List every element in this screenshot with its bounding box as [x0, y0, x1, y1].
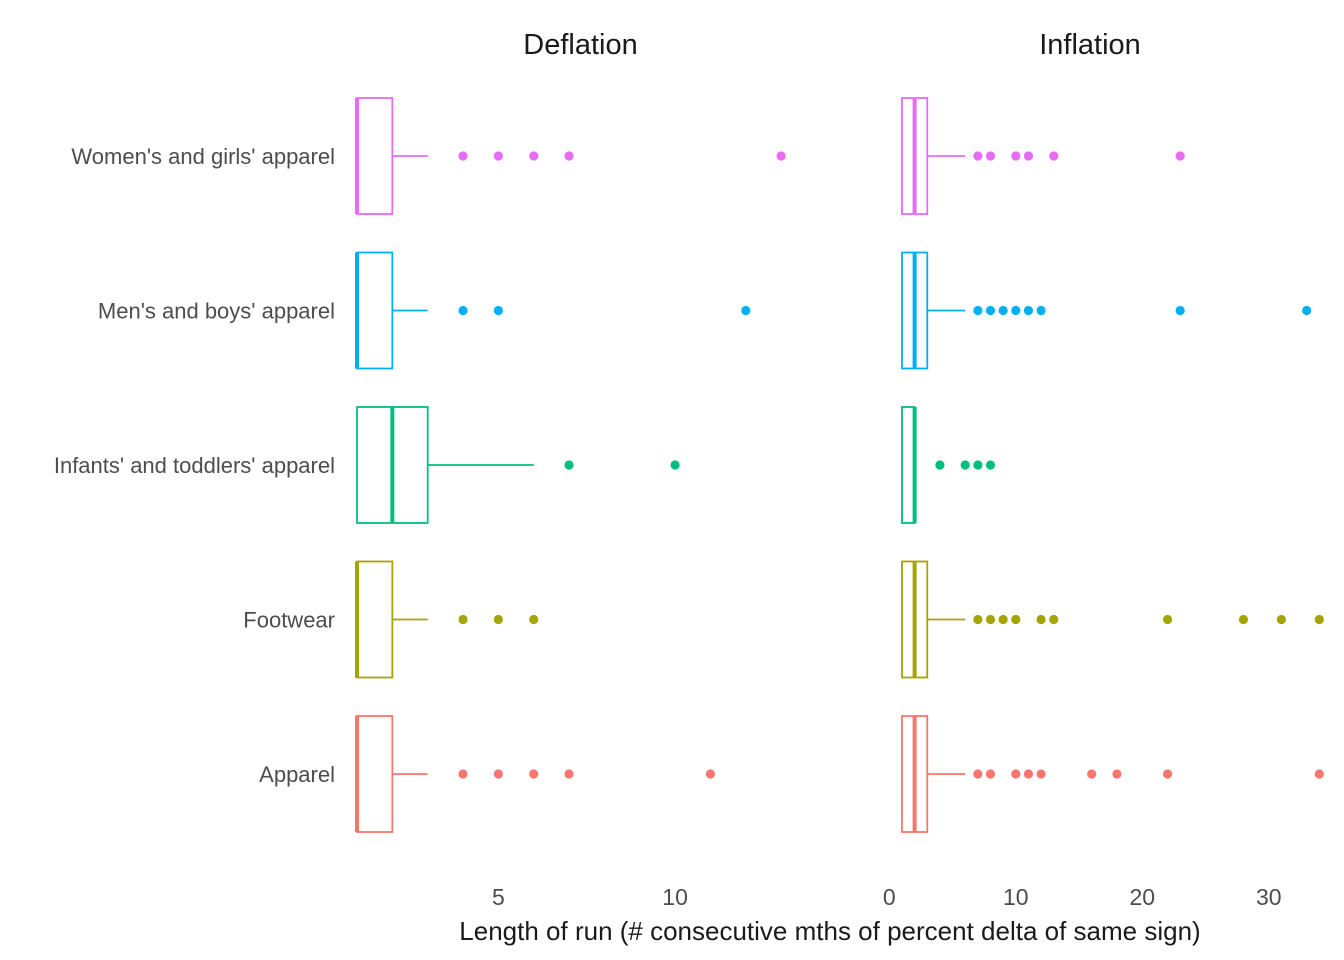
- outlier-point-infants-and-toddlers-apparel: [564, 460, 574, 470]
- box-apparel: [356, 715, 394, 833]
- outlier-point-women-s-and-girls-apparel: [493, 151, 503, 161]
- facet-title-deflation: Deflation: [523, 29, 637, 61]
- outlier-point-apparel: [985, 769, 996, 779]
- outlier-point-footwear: [1011, 614, 1021, 625]
- outlier-point-men-s-and-boys-apparel: [1023, 305, 1034, 316]
- outlier-point-apparel: [1011, 769, 1021, 779]
- outlier-point-infants-and-toddlers-apparel: [985, 460, 996, 470]
- outlier-point-men-s-and-boys-apparel: [1302, 305, 1312, 316]
- outlier-point-footwear: [1049, 614, 1059, 625]
- box-men-s-and-boys-apparel: [356, 251, 394, 370]
- outlier-point-apparel: [1162, 769, 1173, 779]
- outlier-point-women-s-and-girls-apparel: [1049, 151, 1059, 161]
- outlier-point-apparel: [1314, 769, 1324, 779]
- outlier-point-women-s-and-girls-apparel: [985, 151, 996, 161]
- outlier-point-infants-and-toddlers-apparel: [935, 460, 945, 470]
- box-women-s-and-girls-apparel: [356, 97, 394, 215]
- outlier-point-women-s-and-girls-apparel: [1011, 151, 1021, 161]
- outlier-point-men-s-and-boys-apparel: [973, 305, 983, 316]
- category-label-apparel: Apparel: [259, 762, 335, 787]
- outlier-point-apparel: [1036, 769, 1046, 779]
- outlier-point-apparel: [564, 769, 574, 779]
- outlier-point-men-s-and-boys-apparel: [985, 305, 996, 316]
- x-tick-label: 5: [492, 884, 505, 910]
- x-tick-label: 10: [662, 884, 688, 910]
- x-tick-label: 20: [1129, 884, 1155, 910]
- category-label-infants-and-toddlers-apparel: Infants' and toddlers' apparel: [54, 453, 335, 478]
- outlier-point-men-s-and-boys-apparel: [741, 305, 751, 316]
- outlier-point-infants-and-toddlers-apparel: [960, 460, 970, 470]
- outlier-point-infants-and-toddlers-apparel: [670, 460, 680, 470]
- x-tick-label: 0: [883, 884, 896, 910]
- outlier-point-men-s-and-boys-apparel: [998, 305, 1008, 316]
- outlier-point-footwear: [985, 614, 996, 625]
- outlier-point-footwear: [1162, 614, 1173, 625]
- outlier-point-men-s-and-boys-apparel: [493, 305, 503, 316]
- box-footwear: [356, 560, 394, 679]
- outlier-point-footwear: [529, 614, 539, 625]
- outlier-point-women-s-and-girls-apparel: [1023, 151, 1034, 161]
- outlier-point-apparel: [1087, 769, 1097, 779]
- category-label-women-s-and-girls-apparel: Women's and girls' apparel: [71, 144, 335, 169]
- category-labels: Women's and girls' apparel Men's and boys…: [54, 144, 335, 787]
- outlier-point-apparel: [705, 769, 716, 779]
- outlier-point-women-s-and-girls-apparel: [529, 151, 539, 161]
- outlier-point-footwear: [458, 614, 468, 625]
- outlier-point-footwear: [1238, 614, 1249, 625]
- facet-deflation: Deflation 5 10: [355, 29, 786, 910]
- outlier-point-footwear: [1314, 614, 1324, 625]
- outlier-point-women-s-and-girls-apparel: [564, 151, 574, 161]
- outlier-point-apparel: [493, 769, 503, 779]
- category-label-men-s-and-boys-apparel: Men's and boys' apparel: [98, 299, 335, 324]
- outlier-point-women-s-and-girls-apparel: [973, 151, 983, 161]
- outlier-point-footwear: [1036, 614, 1046, 625]
- outlier-point-women-s-and-girls-apparel: [776, 151, 786, 161]
- outlier-point-apparel: [1023, 769, 1034, 779]
- outlier-point-women-s-and-girls-apparel: [1175, 151, 1185, 161]
- outlier-point-men-s-and-boys-apparel: [458, 305, 468, 316]
- outlier-point-infants-and-toddlers-apparel: [973, 460, 983, 470]
- outlier-point-apparel: [973, 769, 983, 779]
- outlier-point-footwear: [998, 614, 1008, 625]
- x-tick-label: 30: [1256, 884, 1282, 910]
- outlier-point-footwear: [1276, 614, 1286, 625]
- facet-inflation: Inflation 0 10 20 30: [883, 29, 1324, 910]
- outlier-point-men-s-and-boys-apparel: [1011, 305, 1021, 316]
- outlier-point-men-s-and-boys-apparel: [1175, 305, 1185, 316]
- outlier-point-footwear: [973, 614, 983, 625]
- outlier-point-apparel: [529, 769, 539, 779]
- facet-title-inflation: Inflation: [1039, 29, 1141, 61]
- category-label-footwear: Footwear: [243, 608, 335, 633]
- outlier-point-women-s-and-girls-apparel: [458, 151, 468, 161]
- outlier-point-apparel: [458, 769, 468, 779]
- outlier-point-footwear: [493, 614, 503, 625]
- x-tick-label: 10: [1003, 884, 1029, 910]
- outlier-point-apparel: [1112, 769, 1122, 779]
- x-axis-title: Length of run (# consecutive mths of per…: [459, 916, 1200, 946]
- outlier-point-men-s-and-boys-apparel: [1036, 305, 1046, 316]
